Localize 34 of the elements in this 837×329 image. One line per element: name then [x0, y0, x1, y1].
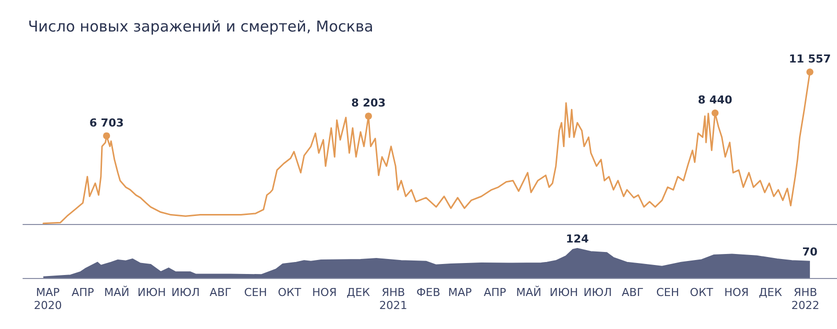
x-tick-label: ОКТ	[690, 286, 714, 299]
x-tick-label: ЯНВ 2022	[791, 286, 820, 312]
x-tick-label: НОЯ	[312, 286, 337, 299]
x-tick-label: АПР	[72, 286, 94, 299]
point	[103, 132, 110, 140]
x-tick-label: ИЮН	[550, 286, 578, 299]
x-tick-label: ИЮЛ	[583, 286, 612, 299]
x-tick-label: ЯНВ 2021	[379, 286, 408, 312]
point	[806, 68, 814, 76]
x-tick-label: ОКТ	[278, 286, 302, 299]
x-tick-label: СЕН	[656, 286, 680, 299]
data-label: 11 557	[788, 52, 831, 66]
data-label: 6 703	[89, 116, 124, 130]
point	[712, 109, 719, 116]
chart-title: Число новых заражений и смертей, Москва	[28, 18, 374, 36]
data-label: 124	[566, 232, 590, 246]
x-tick-label: МАР	[448, 286, 472, 299]
x-tick-label: ФЕВ	[416, 286, 440, 299]
x-tick-label: ДЕК	[758, 286, 782, 299]
x-tick-label: СЕН	[244, 286, 268, 299]
data-label: 70	[802, 245, 818, 258]
x-tick-label: НОЯ	[724, 286, 749, 299]
x-tick-label: АВГ	[210, 286, 232, 299]
x-tick-label: ДЕК	[346, 286, 370, 299]
data-label: 8 440	[698, 93, 733, 106]
x-tick-label: МАР 2020	[34, 286, 62, 312]
x-tick-label: МАЙ	[516, 285, 542, 299]
x-tick-label: АПР	[484, 286, 506, 299]
x-tick-label: ИЮЛ	[171, 286, 200, 299]
x-tick-label: АВГ	[622, 286, 644, 299]
x-tick-label: ИЮН	[138, 286, 166, 299]
point	[364, 112, 372, 120]
data-label: 8 203	[351, 96, 386, 110]
x-tick-label: МАЙ	[104, 285, 130, 299]
